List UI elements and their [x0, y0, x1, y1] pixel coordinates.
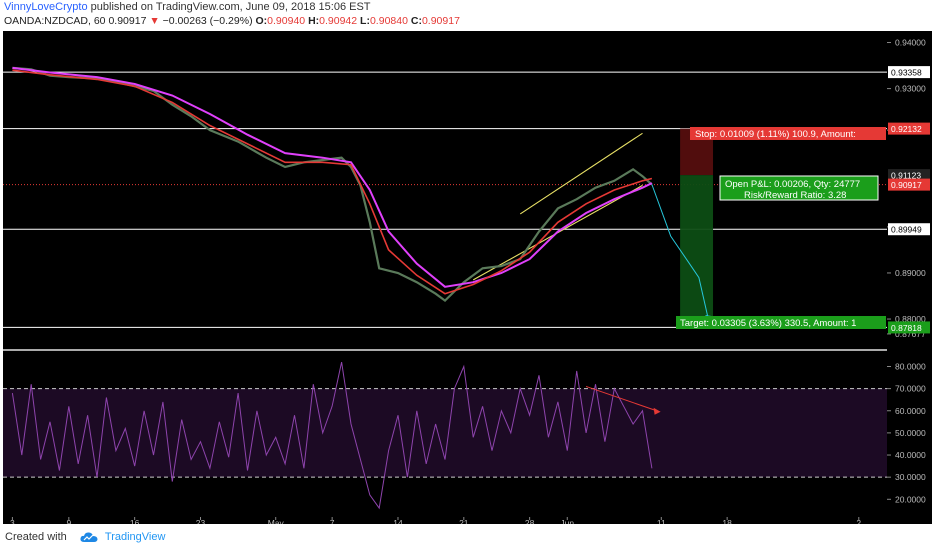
- open-label: O:: [255, 15, 268, 27]
- level-price-label: 0.93358: [891, 68, 922, 78]
- low-label: L:: [360, 15, 370, 27]
- price-tick-label: 0.94000: [895, 38, 926, 48]
- stop-label-box: [690, 127, 886, 140]
- time-tick-label: May: [268, 518, 285, 524]
- rsi-band-fill: [3, 388, 887, 478]
- open-value: 0.90940: [267, 15, 306, 27]
- symbol-name[interactable]: OANDA:NZDCAD, 60: [4, 15, 106, 27]
- high-value: 0.90942: [319, 15, 358, 27]
- time-tick-label: 11: [657, 518, 666, 524]
- last-price: 0.90917: [108, 15, 147, 27]
- price-tick-label: 0.89000: [895, 268, 926, 278]
- close-label: C:: [410, 15, 422, 27]
- footer: Created with TradingView: [0, 525, 932, 550]
- projection-path: [651, 184, 709, 320]
- price-axis-background: [887, 31, 932, 524]
- symbol-info-bar: OANDA:NZDCAD, 60 0.90917 ▼ −0.00263 (−0.…: [0, 14, 932, 29]
- price-chart[interactable]: 0.940000.930000.920990.900000.890000.880…: [0, 29, 932, 524]
- current-price-label: 0.90917: [891, 180, 922, 190]
- rsi-divergence-arrowhead: [653, 407, 661, 415]
- time-tick-label: 21: [459, 518, 469, 524]
- level-price-tag: [888, 122, 930, 135]
- publication-header: VinnyLoveCrypto published on TradingView…: [0, 0, 932, 14]
- current-price-tag: [888, 178, 930, 191]
- target-zone: [680, 175, 714, 328]
- price-tick-label: 0.93000: [895, 84, 926, 94]
- tradingview-brand[interactable]: TradingView: [104, 531, 166, 543]
- price-series: [12, 66, 653, 303]
- author-link[interactable]: VinnyLoveCrypto: [4, 1, 88, 13]
- time-tick-label: 23: [196, 518, 206, 524]
- level-price-label: 0.92132: [891, 124, 922, 134]
- time-tick-label: 9: [66, 518, 71, 524]
- time-tick-label: 28: [525, 518, 535, 524]
- published-info: published on TradingView.com, June 09, 2…: [90, 1, 371, 13]
- entry-price-label: 0.91123: [891, 171, 921, 181]
- rsi-tick-label: 60.0000: [895, 406, 926, 416]
- time-tick-label: 2: [856, 518, 861, 524]
- rsi-divergence-line: [585, 385, 657, 412]
- low-value: 0.90840: [369, 15, 408, 27]
- ema-slow-line: [12, 66, 653, 288]
- rsi-tick-label: 30.0000: [895, 472, 926, 482]
- pnl-label-text: Open P&L: 0.00206, Qty: 24777: [725, 179, 860, 190]
- time-tick-label: Jun: [560, 518, 574, 524]
- stop-label-text: Stop: 0.01009 (1.11%) 100.9, Amount:: [695, 129, 856, 140]
- rsi-tick-label: 80.0000: [895, 361, 926, 371]
- time-tick-label: 14: [393, 518, 403, 524]
- pnl-box: [719, 175, 879, 201]
- rr-label-text: Risk/Reward Ratio: 3.28: [744, 190, 846, 201]
- price-tick-label: 0.87677: [895, 329, 926, 339]
- tradingview-logo-icon: [80, 532, 98, 542]
- target-label-box: [676, 316, 886, 329]
- price-tick-label: 0.88000: [895, 314, 926, 324]
- level-price-tag: [888, 66, 930, 79]
- close-value: 0.90917: [421, 15, 460, 27]
- rsi-tick-label: 20.0000: [895, 494, 926, 504]
- entry-price-tag: [888, 169, 930, 182]
- channel-upper-line: [519, 132, 643, 215]
- level-price-label: 0.87818: [891, 323, 922, 333]
- rsi-line: [11, 361, 653, 510]
- time-tick-label: 3: [10, 518, 15, 524]
- ema-fast-line: [12, 69, 653, 295]
- time-tick-label: 18: [722, 518, 732, 524]
- created-with-text: Created with: [5, 531, 67, 543]
- high-label: H:: [308, 15, 320, 27]
- level-price-tag: [888, 321, 930, 334]
- down-arrow-icon: ▼: [149, 15, 160, 27]
- time-axis-background: [3, 517, 887, 524]
- rsi-tick-label: 40.0000: [895, 450, 926, 460]
- time-tick-label: 7: [330, 518, 335, 524]
- time-tick-label: 16: [130, 518, 140, 524]
- rsi-tick-label: 50.0000: [895, 428, 926, 438]
- level-price-tag: [888, 223, 930, 236]
- target-label-text: Target: 0.03305 (3.63%) 330.5, Amount: 1: [680, 318, 856, 329]
- level-price-label: 0.89949: [891, 225, 922, 235]
- rsi-tick-label: 70.0000: [895, 384, 926, 394]
- price-change: −0.00263 (−0.29%): [162, 15, 253, 27]
